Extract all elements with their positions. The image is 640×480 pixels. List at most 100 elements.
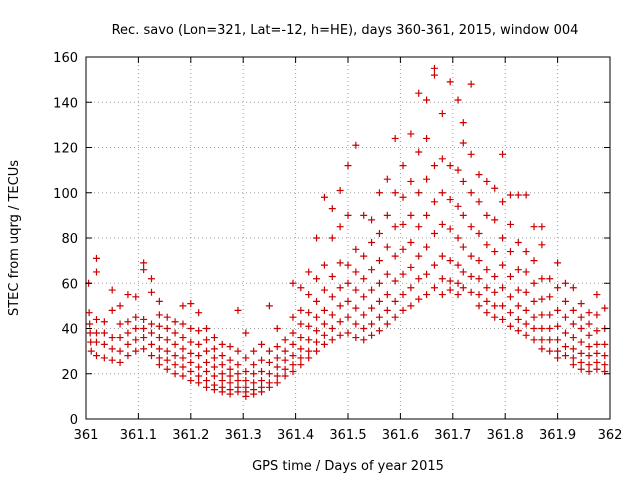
data-point-plus <box>522 288 530 296</box>
data-point-plus <box>320 340 328 348</box>
data-point-plus <box>546 336 554 344</box>
data-point-plus <box>289 352 297 360</box>
data-point-plus <box>368 320 376 328</box>
data-point-plus <box>514 191 522 199</box>
data-point-plus <box>313 313 321 321</box>
data-point-plus <box>250 370 258 378</box>
data-point-plus <box>585 320 593 328</box>
data-point-plus <box>218 377 226 385</box>
data-point-plus <box>163 336 171 344</box>
data-point-plus <box>407 239 415 247</box>
data-point-plus <box>522 248 530 256</box>
data-point-plus <box>210 386 218 394</box>
data-point-plus <box>218 352 226 360</box>
data-point-plus <box>265 383 273 391</box>
data-point-plus <box>195 352 203 360</box>
data-point-plus <box>407 177 415 185</box>
data-point-plus <box>415 275 423 283</box>
data-point-plus <box>273 363 281 371</box>
x-tick-label: 361.3 <box>225 428 262 443</box>
data-point-plus <box>368 216 376 224</box>
data-point-plus <box>305 347 313 355</box>
data-point-plus <box>499 261 507 269</box>
data-point-plus <box>446 78 454 86</box>
data-point-plus <box>593 311 601 319</box>
data-point-plus <box>87 347 95 355</box>
data-point-plus <box>352 320 360 328</box>
data-point-plus <box>313 297 321 305</box>
data-point-plus <box>132 293 140 301</box>
data-point-plus <box>148 329 155 337</box>
data-point-plus <box>454 234 462 242</box>
data-point-plus <box>383 306 391 314</box>
data-point-plus <box>438 155 446 163</box>
data-point-plus <box>273 343 281 351</box>
data-points <box>85 64 609 400</box>
data-point-plus <box>179 334 187 342</box>
data-point-plus <box>171 340 179 348</box>
data-point-plus <box>163 365 171 373</box>
data-point-plus <box>116 358 124 366</box>
data-point-plus <box>475 302 483 310</box>
data-point-plus <box>187 367 195 375</box>
data-point-plus <box>454 96 462 104</box>
y-tick-label: 0 <box>70 413 78 428</box>
data-point-plus <box>459 139 467 147</box>
data-point-plus <box>383 211 391 219</box>
data-point-plus <box>561 352 569 360</box>
data-point-plus <box>140 345 148 353</box>
data-point-plus <box>108 306 116 314</box>
data-point-plus <box>415 89 423 97</box>
data-point-plus <box>305 354 313 362</box>
data-point-plus <box>171 318 179 326</box>
data-point-plus <box>601 361 609 369</box>
data-point-plus <box>585 343 593 351</box>
data-point-plus <box>506 220 514 228</box>
data-point-plus <box>234 306 242 314</box>
data-point-plus <box>203 336 211 344</box>
data-point-plus <box>305 322 313 330</box>
data-point-plus <box>203 325 211 332</box>
data-point-plus <box>179 363 187 371</box>
data-point-plus <box>454 291 462 299</box>
data-point-plus <box>585 352 593 360</box>
data-point-plus <box>538 345 546 353</box>
data-point-plus <box>423 243 431 251</box>
data-point-plus <box>344 313 352 321</box>
data-point-plus <box>218 361 226 369</box>
data-point-plus <box>554 354 562 362</box>
data-point-plus <box>92 338 100 346</box>
data-point-plus <box>601 340 609 348</box>
data-point-plus <box>601 352 609 360</box>
data-point-plus <box>383 243 391 251</box>
data-point-plus <box>336 318 344 326</box>
data-point-plus <box>593 349 601 357</box>
data-point-plus <box>446 286 454 294</box>
data-point-plus <box>148 275 155 283</box>
data-point-plus <box>242 354 250 362</box>
data-point-plus <box>226 365 234 373</box>
data-point-plus <box>179 320 187 328</box>
data-point-plus <box>415 223 423 231</box>
data-point-plus <box>344 329 352 337</box>
data-point-plus <box>108 286 116 294</box>
data-point-plus <box>305 336 313 344</box>
data-point-plus <box>375 189 383 197</box>
data-point-plus <box>491 302 499 310</box>
y-axis-label: STEC from uqrg / TECUs <box>7 160 22 316</box>
data-point-plus <box>155 297 163 305</box>
data-point-plus <box>273 354 281 362</box>
data-point-plus <box>328 311 336 319</box>
data-point-plus <box>187 358 195 366</box>
data-point-plus <box>155 354 163 362</box>
data-point-plus <box>148 320 155 328</box>
data-point-plus <box>281 336 289 344</box>
data-point-plus <box>305 268 313 276</box>
data-point-plus <box>368 286 376 294</box>
data-point-plus <box>281 356 289 364</box>
data-point-plus <box>499 302 507 310</box>
data-point-plus <box>100 318 108 326</box>
data-point-plus <box>475 171 483 179</box>
data-point-plus <box>289 313 297 321</box>
data-point-plus <box>368 331 376 339</box>
